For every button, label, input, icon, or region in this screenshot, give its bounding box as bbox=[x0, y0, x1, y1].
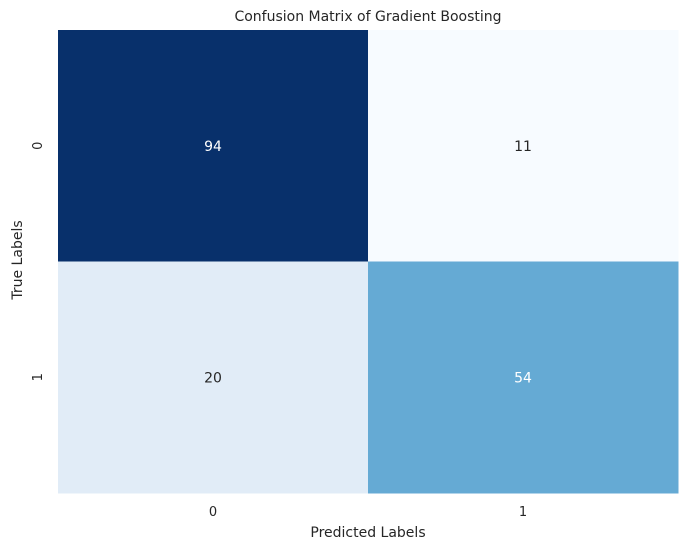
cell-value-label-0-0: 94 bbox=[204, 139, 222, 155]
y-tick-label-1: 1 bbox=[31, 373, 46, 381]
x-axis-label: Predicted Labels bbox=[310, 525, 425, 541]
cell-value-label-1-0: 20 bbox=[204, 370, 222, 386]
heatmap-cells bbox=[58, 30, 679, 494]
cell-value-label-0-1: 11 bbox=[514, 139, 532, 155]
y-tick-label-0: 0 bbox=[31, 142, 46, 150]
x-tick-label-0: 0 bbox=[209, 505, 217, 520]
heatmap-cell-labels: 94 11 20 54 bbox=[204, 139, 532, 387]
heatmap-cell-1-0 bbox=[58, 261, 369, 494]
chart-title: Confusion Matrix of Gradient Boosting bbox=[234, 9, 501, 25]
heatmap-cell-1-1 bbox=[368, 261, 679, 494]
y-axis-label: True Labels bbox=[10, 220, 26, 300]
x-tick-label-1: 1 bbox=[519, 505, 527, 520]
y-tick-labels: 01 bbox=[31, 142, 46, 382]
heatmap-cell-0-1 bbox=[368, 30, 679, 262]
heatmap-cell-0-0 bbox=[58, 30, 369, 262]
cell-value-label-1-1: 54 bbox=[514, 370, 532, 386]
